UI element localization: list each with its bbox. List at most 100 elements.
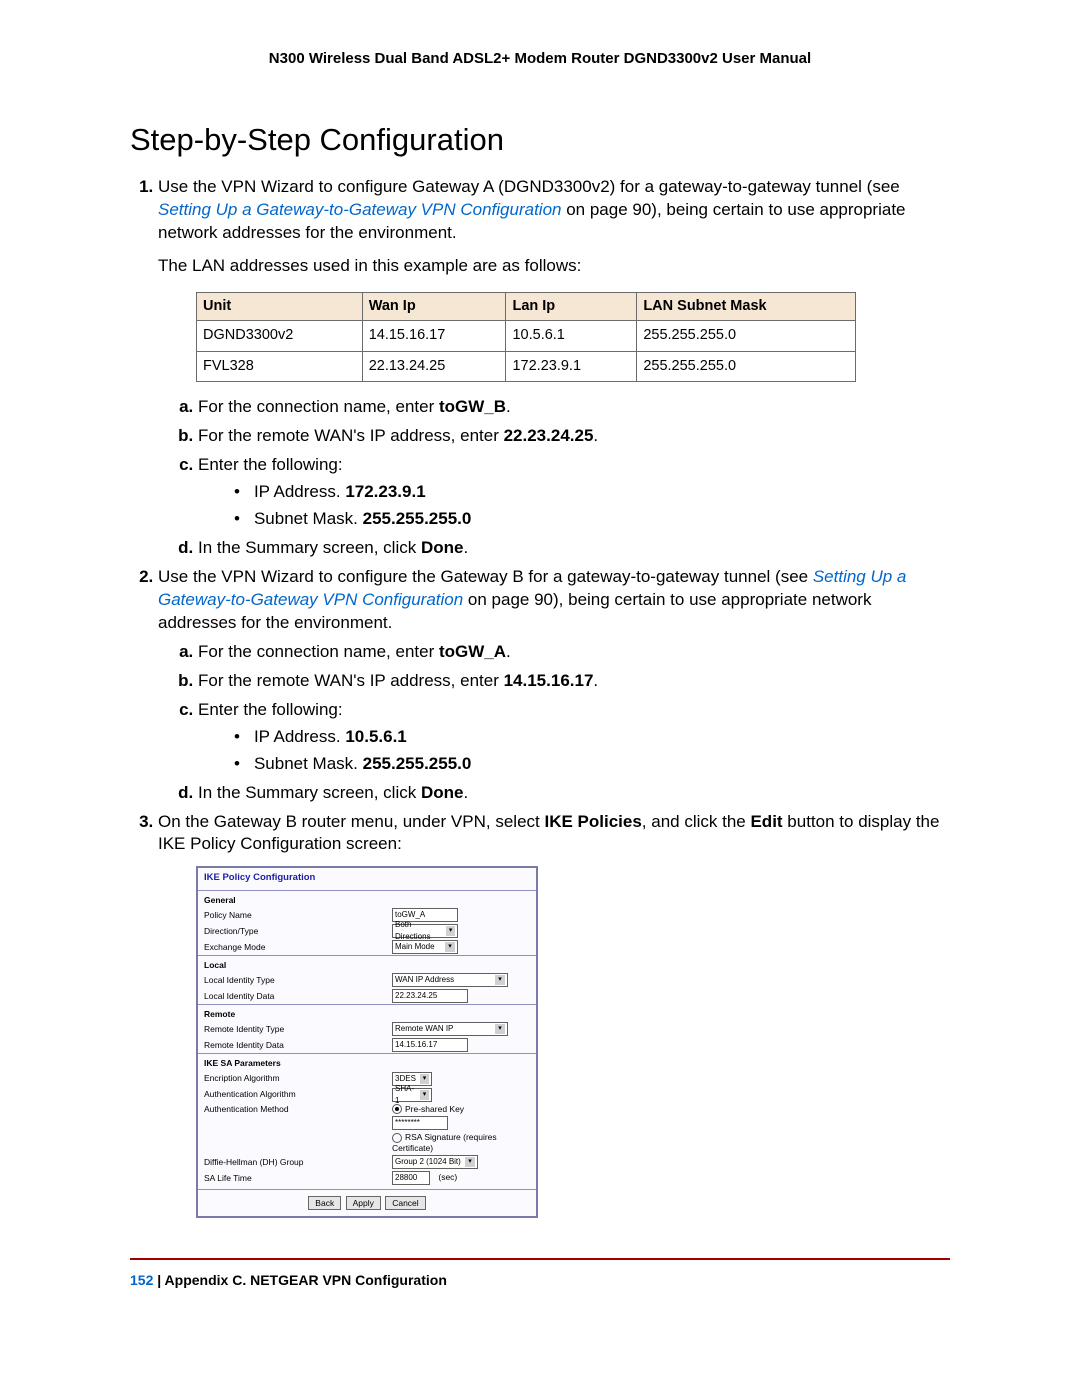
s1b-bold: 22.23.24.25: [504, 426, 594, 445]
s1c-mask: Subnet Mask. 255.255.255.0: [234, 508, 950, 531]
lbl-dh: Diffie-Hellman (DH) Group: [204, 1157, 392, 1167]
footer-rule: [130, 1258, 950, 1260]
doc-header: N300 Wireless Dual Band ADSL2+ Modem Rou…: [130, 50, 950, 67]
ike-sa-head: IKE SA Parameters: [198, 1053, 536, 1070]
cell: FVL328: [197, 351, 363, 382]
select-direction[interactable]: Both Directions▾: [392, 924, 458, 938]
input-local-id-data[interactable]: 22.23.24.25: [392, 989, 468, 1003]
s2a: For the connection name, enter toGW_A.: [198, 641, 950, 664]
footer-sep: |: [153, 1272, 164, 1288]
page-title: Step-by-Step Configuration: [130, 122, 950, 158]
step1-lead: Use the VPN Wizard to configure Gateway …: [158, 177, 900, 196]
select-local-id-type[interactable]: WAN IP Address ▾: [392, 973, 508, 987]
s3-b2: Edit: [750, 812, 782, 831]
apply-button[interactable]: Apply: [346, 1196, 381, 1210]
s2c-ip-pre: IP Address.: [254, 727, 345, 746]
chevron-down-icon: ▾: [446, 926, 455, 936]
s2b: For the remote WAN's IP address, enter 1…: [198, 670, 950, 693]
chevron-down-icon: ▾: [465, 1157, 475, 1167]
select-dh[interactable]: Group 2 (1024 Bit)▾: [392, 1155, 478, 1169]
input-psk[interactable]: ********: [392, 1116, 448, 1130]
ike-title: IKE Policy Configuration: [198, 868, 536, 889]
s2d-pre: In the Summary screen, click: [198, 783, 421, 802]
lan-intro: The LAN addresses used in this example a…: [158, 255, 950, 278]
lbl-rsa-radio: RSA Signature (requires Certificate): [392, 1132, 497, 1153]
cell: 255.255.255.0: [637, 321, 856, 352]
step-1: Use the VPN Wizard to configure Gateway …: [158, 176, 950, 560]
page-number: 152: [130, 1272, 153, 1288]
s1c: Enter the following: IP Address. 172.23.…: [198, 454, 950, 531]
footer-text: Appendix C. NETGEAR VPN Configuration: [165, 1272, 447, 1288]
select-auth-alg[interactable]: SHA-1▾: [392, 1088, 432, 1102]
chevron-down-icon: ▾: [420, 1074, 429, 1084]
col-lanip: Lan Ip: [506, 292, 637, 321]
lbl-remote-id-type: Remote Identity Type: [204, 1024, 392, 1034]
lbl-sa-life: SA Life Time: [204, 1173, 392, 1183]
radio-rsa[interactable]: [392, 1133, 402, 1143]
step2-sublist: For the connection name, enter toGW_A. F…: [158, 641, 950, 805]
step1-link[interactable]: Setting Up a Gateway-to-Gateway VPN Conf…: [158, 200, 561, 219]
cancel-button[interactable]: Cancel: [385, 1196, 425, 1210]
back-button[interactable]: Back: [308, 1196, 341, 1210]
s2c: Enter the following: IP Address. 10.5.6.…: [198, 699, 950, 776]
s1c-bullets: IP Address. 172.23.9.1 Subnet Mask. 255.…: [198, 481, 950, 531]
s1c-ip-b: 172.23.9.1: [345, 482, 425, 501]
ike-button-row: Back Apply Cancel: [198, 1189, 536, 1216]
ike-screenshot: IKE Policy Configuration General Policy …: [196, 866, 538, 1218]
cell: 172.23.9.1: [506, 351, 637, 382]
s2c-mask-b: 255.255.255.0: [363, 754, 472, 773]
rsa-group: RSA Signature (requires Certificate): [392, 1132, 530, 1153]
step-3: On the Gateway B router menu, under VPN,…: [158, 811, 950, 1219]
table-row: DGND3300v2 14.15.16.17 10.5.6.1 255.255.…: [197, 321, 856, 352]
cell: 10.5.6.1: [506, 321, 637, 352]
sel-localtype-val: WAN IP Address: [395, 974, 454, 986]
chevron-down-icon: ▾: [495, 1024, 505, 1034]
col-unit: Unit: [197, 292, 363, 321]
lbl-psk-radio: Pre-shared Key: [405, 1104, 464, 1114]
s2c-mask-pre: Subnet Mask.: [254, 754, 363, 773]
cell: 22.13.24.25: [362, 351, 506, 382]
s3-b1: IKE Policies: [544, 812, 641, 831]
select-remote-id-type[interactable]: Remote WAN IP ▾: [392, 1022, 508, 1036]
s1c-mask-b: 255.255.255.0: [363, 509, 472, 528]
s1d-bold: Done: [421, 538, 464, 557]
chevron-down-icon: ▾: [495, 975, 505, 985]
s2d-bold: Done: [421, 783, 464, 802]
s1a-bold: toGW_B: [439, 397, 506, 416]
s1b-post: .: [593, 426, 598, 445]
cell: DGND3300v2: [197, 321, 363, 352]
lbl-direction: Direction/Type: [204, 926, 392, 936]
sel-exchange-val: Main Mode: [395, 941, 435, 953]
lbl-local-id-data: Local Identity Data: [204, 991, 392, 1001]
input-remote-id-data[interactable]: 14.15.16.17: [392, 1038, 468, 1052]
lbl-local-id-type: Local Identity Type: [204, 975, 392, 985]
col-mask: LAN Subnet Mask: [637, 292, 856, 321]
s2a-pre: For the connection name, enter: [198, 642, 439, 661]
s2c-text: Enter the following:: [198, 700, 343, 719]
s3-pre: On the Gateway B router menu, under VPN,…: [158, 812, 544, 831]
step2-lead: Use the VPN Wizard to configure the Gate…: [158, 567, 813, 586]
lan-table: Unit Wan Ip Lan Ip LAN Subnet Mask DGND3…: [196, 292, 856, 383]
page-footer: 152 | Appendix C. NETGEAR VPN Configurat…: [130, 1272, 950, 1288]
input-sa-life[interactable]: 28800: [392, 1171, 430, 1185]
s2d-post: .: [463, 783, 468, 802]
chevron-down-icon: ▾: [445, 942, 455, 952]
col-wanip: Wan Ip: [362, 292, 506, 321]
lbl-sa-unit: (sec): [438, 1172, 457, 1182]
cell: 14.15.16.17: [362, 321, 506, 352]
radio-psk[interactable]: [392, 1104, 402, 1114]
s1d-post: .: [463, 538, 468, 557]
s3-mid: , and click the: [642, 812, 751, 831]
auth-meth-group: Pre-shared Key: [392, 1104, 464, 1115]
s2b-post: .: [593, 671, 598, 690]
lbl-enc: Encription Algorithm: [204, 1073, 392, 1083]
ike-general-head: General: [198, 890, 536, 907]
ike-local-head: Local: [198, 955, 536, 972]
select-exchange[interactable]: Main Mode ▾: [392, 940, 458, 954]
lbl-auth-meth: Authentication Method: [204, 1104, 392, 1114]
step1-sublist: For the connection name, enter toGW_B. F…: [158, 396, 950, 560]
table-row: FVL328 22.13.24.25 172.23.9.1 255.255.25…: [197, 351, 856, 382]
s1c-mask-pre: Subnet Mask.: [254, 509, 363, 528]
sel-remotetype-val: Remote WAN IP: [395, 1023, 453, 1035]
step-2: Use the VPN Wizard to configure the Gate…: [158, 566, 950, 804]
